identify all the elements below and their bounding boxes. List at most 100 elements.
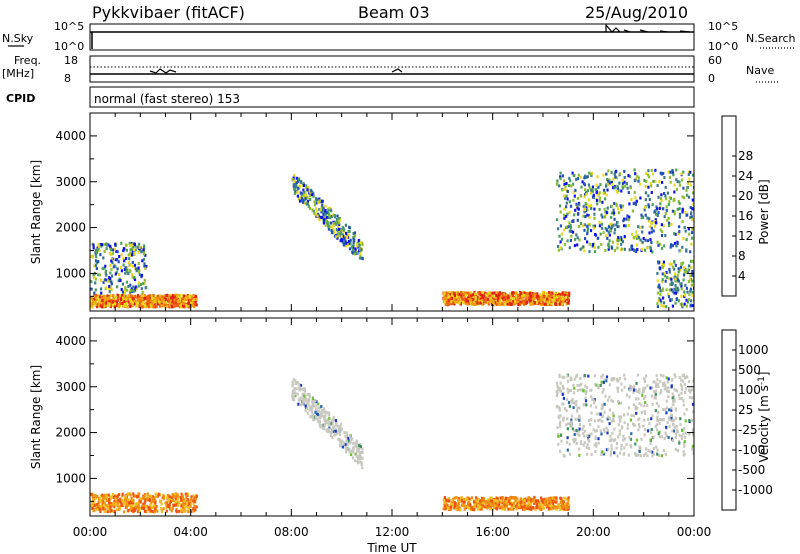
- data-cell: [590, 452, 593, 456]
- data-cell: [691, 290, 694, 294]
- data-cell: [579, 247, 582, 251]
- data-cell: [590, 418, 593, 422]
- data-cell: [457, 297, 460, 301]
- data-cell: [656, 382, 659, 386]
- data-cell: [569, 452, 572, 456]
- data-cell: [523, 291, 526, 295]
- data-cell: [134, 244, 137, 248]
- data-cell: [291, 380, 294, 384]
- data-cell: [567, 498, 570, 502]
- data-cell: [503, 504, 506, 508]
- data-cell: [643, 397, 646, 401]
- data-cell: [337, 217, 340, 220]
- data-cell: [147, 303, 150, 307]
- data-cell: [681, 374, 684, 378]
- data-cell: [183, 499, 186, 503]
- data-cell: [96, 503, 99, 506]
- data-cell: [126, 268, 129, 272]
- data-cell: [623, 247, 626, 251]
- data-cell: [530, 498, 533, 502]
- data-cell: [645, 447, 648, 451]
- data-cell: [602, 231, 605, 235]
- data-cell: [316, 197, 319, 201]
- data-cell: [621, 182, 624, 186]
- data-cell: [184, 295, 187, 299]
- data-cell: [667, 216, 670, 220]
- data-cell: [109, 507, 112, 510]
- data-cell: [344, 443, 347, 447]
- data-cell: [295, 382, 298, 385]
- data-cell: [100, 243, 103, 246]
- data-cell: [323, 407, 326, 411]
- data-cell: [678, 376, 681, 379]
- data-cell: [649, 438, 652, 442]
- data-cell: [137, 270, 140, 274]
- data-cell: [578, 427, 581, 431]
- data-cell: [533, 502, 536, 505]
- data-cell: [185, 496, 188, 499]
- data-cell: [648, 217, 651, 221]
- data-cell: [136, 245, 139, 249]
- data-cell: [489, 505, 492, 509]
- data-cell: [660, 193, 663, 197]
- data-cell: [528, 295, 531, 299]
- data-cell: [323, 424, 326, 428]
- data-cell: [312, 399, 315, 403]
- data-cell: [304, 196, 308, 200]
- data-cell: [616, 242, 619, 246]
- data-cell: [308, 397, 311, 401]
- data-cell: [673, 399, 676, 403]
- data-cell: [685, 270, 688, 274]
- data-cell: [562, 500, 565, 504]
- data-cell: [640, 247, 643, 251]
- data-cell: [686, 375, 689, 379]
- data-cell: [658, 283, 661, 287]
- data-cell: [331, 229, 334, 233]
- data-cell: [616, 225, 619, 229]
- data-cell: [563, 242, 566, 246]
- data-cell: [659, 391, 662, 395]
- data-cell: [111, 252, 115, 256]
- data-cell: [592, 226, 595, 230]
- data-cell: [183, 509, 186, 513]
- data-cell: [112, 265, 115, 269]
- data-cell: [342, 234, 345, 238]
- data-cell: [116, 258, 119, 261]
- data-cell: [559, 381, 562, 385]
- data-cell: [122, 303, 125, 307]
- data-cell: [492, 501, 495, 505]
- data-cell: [99, 302, 102, 306]
- data-cell: [324, 204, 327, 208]
- data-cell: [660, 454, 663, 458]
- data-cell: [606, 431, 609, 435]
- data-cell: [636, 234, 639, 238]
- data-cell: [668, 408, 671, 412]
- data-cell: [566, 295, 569, 299]
- data-cell: [183, 507, 186, 511]
- data-cell: [305, 186, 308, 190]
- data-cell: [683, 376, 687, 380]
- data-cell: [128, 269, 131, 273]
- data-cell: [638, 401, 641, 405]
- data-cell: [130, 272, 134, 276]
- data-cell: [470, 294, 473, 298]
- data-cell: [479, 499, 482, 503]
- data-cell: [165, 504, 168, 508]
- data-cell: [301, 393, 304, 397]
- data-cell: [154, 304, 157, 308]
- data-cell: [155, 495, 158, 499]
- data-cell: [615, 202, 618, 206]
- data-cell: [453, 502, 457, 506]
- data-cell: [548, 291, 551, 295]
- data-cell: [620, 401, 623, 405]
- data-cell: [633, 452, 637, 456]
- data-cell: [107, 507, 110, 511]
- data-cell: [680, 302, 683, 306]
- data-cell: [338, 223, 341, 226]
- data-cell: [91, 299, 94, 303]
- data-cell: [124, 271, 127, 275]
- data-cell: [329, 430, 332, 434]
- data-cell: [596, 384, 599, 387]
- data-cell: [642, 389, 645, 393]
- data-cell: [586, 443, 589, 447]
